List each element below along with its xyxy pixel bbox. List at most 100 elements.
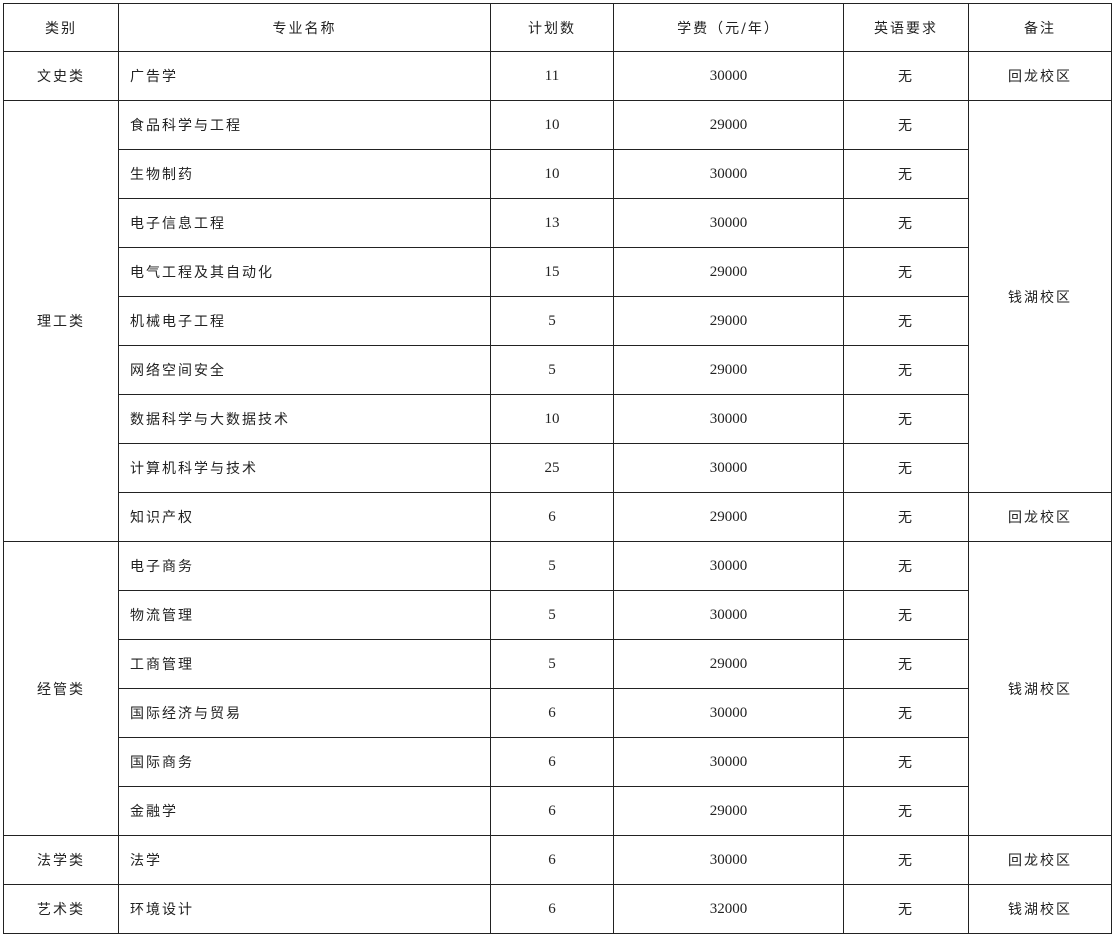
major-name-cell: 数据科学与大数据技术 [118, 394, 491, 444]
tuition-cell: 30000 [613, 590, 844, 640]
plan-count-cell: 25 [490, 443, 614, 493]
english-requirement-cell: 无 [843, 247, 969, 297]
major-name-cell: 国际经济与贸易 [118, 688, 491, 738]
english-requirement-cell: 无 [843, 737, 969, 787]
plan-count-cell: 6 [490, 835, 614, 885]
remark-cell: 钱湖校区 [968, 884, 1112, 934]
english-requirement-cell: 无 [843, 51, 969, 101]
category-cell: 艺术类 [3, 884, 119, 934]
major-name-cell: 网络空间安全 [118, 345, 491, 395]
table-row: 国际经济与贸易 6 30000 无 [4, 688, 1112, 738]
major-name-cell: 知识产权 [118, 492, 491, 542]
tuition-cell: 29000 [613, 639, 844, 689]
table-row: 工商管理 5 29000 无 [4, 639, 1112, 689]
table-row: 电子信息工程 13 30000 无 [4, 198, 1112, 248]
plan-count-cell: 5 [490, 541, 614, 591]
plan-count-cell: 11 [490, 51, 614, 101]
remark-cell: 钱湖校区 [968, 100, 1112, 493]
table-row: 电气工程及其自动化 15 29000 无 [4, 247, 1112, 297]
english-requirement-cell: 无 [843, 394, 969, 444]
english-requirement-cell: 无 [843, 639, 969, 689]
header-major: 专业名称 [118, 3, 491, 52]
table-row: 国际商务 6 30000 无 [4, 737, 1112, 787]
remark-cell: 回龙校区 [968, 492, 1112, 542]
table-row: 文史类 广告学 11 30000 无回龙校区 [3, 51, 1112, 101]
english-requirement-cell: 无 [843, 443, 969, 493]
tuition-cell: 29000 [613, 786, 844, 836]
category-cell: 理工类 [3, 100, 119, 542]
header-plan: 计划数 [490, 3, 614, 52]
remark-cell: 回龙校区 [968, 51, 1112, 101]
tuition-cell: 29000 [613, 492, 844, 542]
category-cell: 法学类 [3, 835, 119, 885]
english-requirement-cell: 无 [843, 786, 969, 836]
header-row: 类别 专业名称 计划数 学费（元/年） 英语要求 备注 [3, 3, 1112, 52]
header-english: 英语要求 [843, 3, 969, 52]
tuition-cell: 30000 [613, 51, 844, 101]
table-row: 网络空间安全 5 29000 无 [4, 345, 1112, 395]
tuition-cell: 30000 [613, 688, 844, 738]
english-requirement-cell: 无 [843, 590, 969, 640]
major-name-cell: 工商管理 [118, 639, 491, 689]
header-fee: 学费（元/年） [613, 3, 844, 52]
major-name-cell: 机械电子工程 [118, 296, 491, 346]
tuition-cell: 29000 [613, 296, 844, 346]
tuition-cell: 30000 [613, 835, 844, 885]
plan-count-cell: 6 [490, 884, 614, 934]
major-name-cell: 物流管理 [118, 590, 491, 640]
plan-count-cell: 6 [490, 492, 614, 542]
english-requirement-cell: 无 [843, 345, 969, 395]
plan-count-cell: 10 [490, 100, 614, 150]
table-row: 知识产权 6 29000 无回龙校区 [4, 492, 1112, 542]
major-name-cell: 电子商务 [118, 541, 491, 591]
table-row: 法学类 法学 6 30000 无回龙校区 [3, 835, 1112, 885]
header-remark: 备注 [968, 3, 1112, 52]
major-name-cell: 环境设计 [118, 884, 491, 934]
english-requirement-cell: 无 [843, 100, 969, 150]
english-requirement-cell: 无 [843, 541, 969, 591]
table-row: 物流管理 5 30000 无 [4, 590, 1112, 640]
plan-count-cell: 6 [490, 786, 614, 836]
header-category: 类别 [3, 3, 119, 52]
major-name-cell: 生物制药 [118, 149, 491, 199]
english-requirement-cell: 无 [843, 884, 969, 934]
enrollment-table: 类别 专业名称 计划数 学费（元/年） 英语要求 备注 文史类 广告学 11 3000… [3, 3, 1112, 934]
plan-count-cell: 13 [490, 198, 614, 248]
major-name-cell: 法学 [118, 835, 491, 885]
plan-count-cell: 15 [490, 247, 614, 297]
plan-count-cell: 5 [490, 590, 614, 640]
plan-count-cell: 10 [490, 149, 614, 199]
tuition-cell: 30000 [613, 149, 844, 199]
tuition-cell: 29000 [613, 100, 844, 150]
major-name-cell: 电气工程及其自动化 [118, 247, 491, 297]
major-name-cell: 电子信息工程 [118, 198, 491, 248]
plan-count-cell: 6 [490, 737, 614, 787]
english-requirement-cell: 无 [843, 198, 969, 248]
category-cell: 文史类 [3, 51, 119, 101]
tuition-cell: 29000 [613, 345, 844, 395]
plan-count-cell: 10 [490, 394, 614, 444]
remark-cell: 钱湖校区 [968, 541, 1112, 836]
plan-count-cell: 5 [490, 296, 614, 346]
category-cell: 经管类 [3, 541, 119, 836]
tuition-cell: 30000 [613, 198, 844, 248]
major-name-cell: 国际商务 [118, 737, 491, 787]
table-row: 理工类 食品科学与工程 10 29000 无钱湖校区 [3, 100, 1112, 542]
english-requirement-cell: 无 [843, 492, 969, 542]
plan-count-cell: 5 [490, 639, 614, 689]
table-row: 金融学 6 29000 无 [4, 786, 1112, 836]
english-requirement-cell: 无 [843, 835, 969, 885]
english-requirement-cell: 无 [843, 688, 969, 738]
major-name-cell: 广告学 [118, 51, 491, 101]
major-name-cell: 计算机科学与技术 [118, 443, 491, 493]
tuition-cell: 30000 [613, 737, 844, 787]
tuition-cell: 30000 [613, 394, 844, 444]
tuition-cell: 29000 [613, 247, 844, 297]
remark-cell: 回龙校区 [968, 835, 1112, 885]
table-row: 数据科学与大数据技术 10 30000 无 [4, 394, 1112, 444]
major-name-cell: 食品科学与工程 [118, 100, 491, 150]
plan-count-cell: 5 [490, 345, 614, 395]
table-row: 机械电子工程 5 29000 无 [4, 296, 1112, 346]
major-name-cell: 金融学 [118, 786, 491, 836]
english-requirement-cell: 无 [843, 149, 969, 199]
